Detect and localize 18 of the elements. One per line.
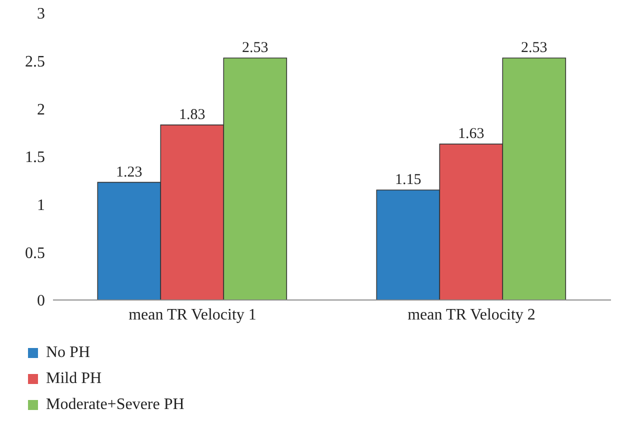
data-label: 1.23	[116, 164, 142, 180]
legend-label: Moderate+Severe PH	[46, 395, 184, 415]
data-label: 2.53	[242, 40, 268, 56]
legend-label: Mild PH	[46, 369, 102, 389]
x-tick-label: mean TR Velocity 1	[128, 306, 256, 324]
legend-label: No PH	[46, 343, 90, 363]
y-tick-label: 1.5	[25, 149, 45, 166]
y-tick-label: 0	[37, 292, 45, 310]
y-tick-label: 0.5	[25, 244, 45, 262]
data-label: 1.15	[395, 172, 422, 188]
data-label: 1.63	[458, 126, 484, 142]
x-tick-label: mean TR Velocity 2	[408, 306, 536, 324]
data-label: 2.53	[521, 40, 548, 56]
y-tick-label: 3	[37, 6, 45, 23]
y-tick-label: 2.5	[25, 54, 45, 71]
y-tick-label: 2	[37, 101, 45, 118]
y-tick-label: 1	[37, 197, 45, 214]
data-label: 1.83	[179, 106, 206, 123]
